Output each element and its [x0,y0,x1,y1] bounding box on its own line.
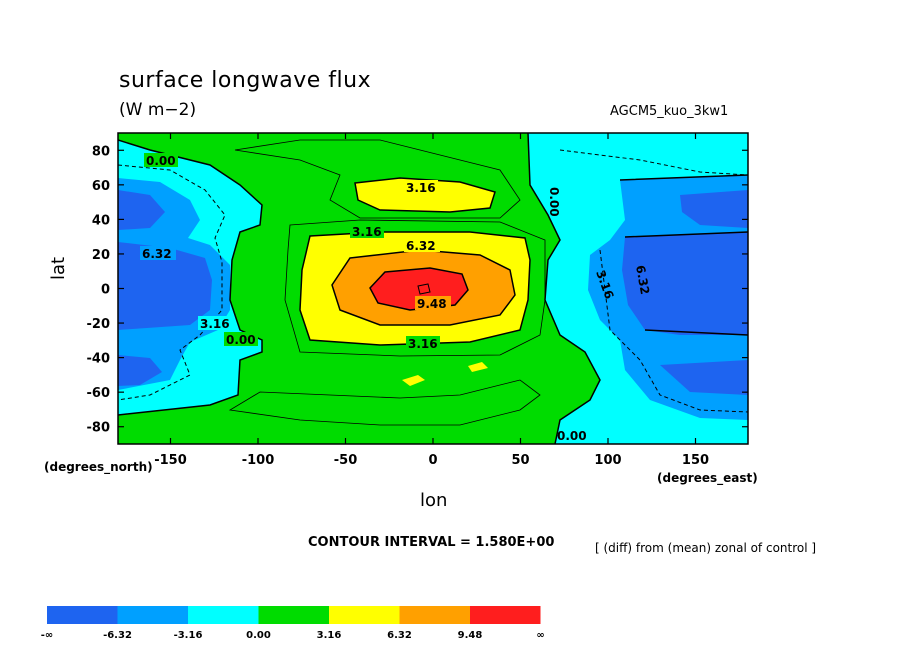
colorbar-label: ∞ [536,630,544,641]
colorbar-swatch [329,606,400,624]
contour-label: 6.32 [406,239,436,253]
contour-inner-small [417,283,431,295]
x-tick-label: 0 [428,453,437,468]
y-axis-label: lat [48,256,69,280]
contour-label: 6.32 [633,264,652,296]
colorbar-swatch [470,606,541,624]
x-tick-label: 150 [682,453,709,468]
y-axis: 80 60 40 20 0 -20 -40 -60 -80 [87,144,748,436]
colorbar-swatch [258,606,329,624]
contour-label: 3.16 [408,337,438,351]
fill-south-yellow-1 [402,375,425,386]
contour-zero-west [118,139,263,416]
fill-east-blue-1 [680,190,748,228]
colorbar-swatch [47,606,118,624]
contour-label: 0.00 [146,154,176,168]
contour-central-outer [299,231,531,346]
contour-dash-west-1 [118,164,226,401]
fill-north-yellow [355,178,495,212]
contour-east-solid [619,174,748,336]
y-tick-label: 40 [92,213,110,228]
x-tick-label: -150 [154,453,187,468]
chart-title: surface longwave flux [119,68,372,93]
y-tick-label: 0 [101,283,110,298]
colorbar-swatch [117,606,188,624]
contour-central-inner [369,267,469,311]
fill-east-blue-3 [660,360,748,395]
contour-label: 0.00 [557,429,587,443]
y-tick-label: -40 [87,352,111,367]
colorbar-label: -6.32 [103,630,132,641]
contour-north-yellow [354,177,496,213]
diff-note: [ (diff) from (mean) zonal of control ] [595,541,817,555]
contour-thin-2 [234,139,521,219]
contour-label: 3.16 [200,317,230,331]
y-tick-label: -60 [87,386,111,401]
colorbar-label: 9.48 [458,630,483,641]
colorbar-label: 0.00 [246,630,271,641]
y-tick-label: -80 [87,421,111,436]
x-tick-label: 50 [511,453,529,468]
contour-interval: CONTOUR INTERVAL = 1.580E+00 [308,535,555,550]
contour-label: 0.00 [547,187,561,217]
fill-west-blue-n [118,190,165,230]
x-tick-label: -50 [334,453,358,468]
contour-labels: 0.00 6.32 3.16 0.00 3.16 3.16 6.32 9.48 … [140,153,652,443]
contour-label: 9.48 [417,297,447,311]
contour-central-mid [331,249,516,326]
fill-west-blue [118,242,212,330]
fill-west-blue-s [118,355,162,386]
colorbar-label: 6.32 [387,630,412,641]
fill-south-yellow-2 [468,362,488,372]
contour-dash-east-1 [559,149,748,413]
contour-thin-1 [284,219,546,357]
y-tick-label: -20 [87,317,111,332]
x-axis-label: lon [420,490,448,511]
y-unit-label: (degrees_north) [44,460,153,474]
x-tick-label: 100 [594,453,621,468]
contour-lines [118,133,748,444]
contour-thin-3 [228,379,541,426]
contour-zero-east [527,133,601,444]
colorbar: -∞ -6.32 -3.16 0.00 3.16 6.32 9.48 ∞ [41,606,545,641]
x-unit-label: (degrees_east) [657,471,758,485]
colorbar-label: -∞ [41,630,53,641]
colorbar-label: 3.16 [317,630,342,641]
contour-label: 3.16 [352,225,382,239]
filled-contours [118,133,748,444]
colorbar-swatch [188,606,259,624]
colorbar-label: -3.16 [174,630,203,641]
y-tick-label: 60 [92,179,110,194]
chart-units: (W m−2) [119,100,197,120]
contour-label: 3.16 [406,181,436,195]
contour-label: 6.32 [142,247,172,261]
y-tick-label: 20 [92,248,110,263]
contour-label: 0.00 [226,333,256,347]
colorbar-swatch [399,606,470,624]
model-label: AGCM5_kuo_3kw1 [610,104,729,119]
x-tick-label: -100 [242,453,275,468]
x-axis: -150 -100 -50 0 50 100 150 [154,133,709,468]
fill-east-blue-2 [622,232,748,335]
y-tick-label: 80 [92,144,110,159]
